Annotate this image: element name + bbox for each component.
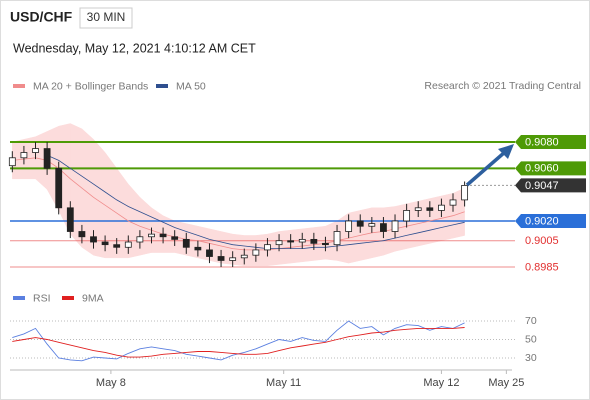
legend-swatch: [156, 84, 168, 88]
candle-body: [333, 231, 341, 246]
level-label: 0.9080: [525, 136, 559, 148]
candle-body: [206, 249, 213, 257]
legend-swatch: [13, 84, 25, 88]
indicator-line: [12, 327, 465, 358]
legend-label: MA 20 + Bollinger Bands: [33, 80, 148, 92]
symbol: USD/CHF: [10, 9, 73, 25]
trend-arrow: [465, 150, 507, 187]
y-tick-label: 30: [525, 352, 537, 364]
candle-body: [124, 241, 132, 248]
candle-body: [78, 231, 86, 238]
level-label: 0.9005: [525, 235, 559, 247]
interval-box: [79, 7, 133, 29]
candle-body: [403, 210, 411, 222]
arrow-head: [498, 144, 514, 159]
legend-swatch: [13, 296, 25, 300]
level-tag: [515, 178, 586, 193]
candle-body: [32, 148, 39, 153]
candle-body: [171, 236, 179, 240]
candle-body: [426, 207, 434, 211]
candle-body: [356, 220, 364, 227]
level-tag: [515, 134, 586, 149]
candle-body: [322, 242, 329, 246]
x-tick-label: May 8: [96, 377, 126, 389]
candle-body: [8, 157, 16, 167]
candle-body: [391, 220, 399, 232]
y-tick-label: 70: [525, 315, 537, 327]
candle-body: [229, 257, 237, 261]
candle-body: [217, 256, 225, 261]
candle-body: [368, 223, 376, 227]
x-tick-label: May 12: [423, 377, 459, 389]
level-tag: [515, 213, 586, 228]
source: Research © 2021 Trading Central: [424, 80, 581, 92]
candle-body: [194, 246, 202, 251]
candle-body: [66, 207, 74, 232]
candle-body: [438, 204, 445, 211]
level-label: 0.9020: [525, 215, 559, 227]
level-label: 0.9047: [525, 180, 559, 192]
candle-body: [136, 236, 144, 243]
candle-body: [310, 238, 318, 244]
candle-body: [148, 233, 155, 238]
candle-body: [287, 240, 295, 243]
legend-label: RSI: [33, 292, 51, 304]
legend-swatch: [62, 296, 74, 300]
candle-body: [252, 249, 260, 256]
candle-body: [55, 167, 63, 209]
level-label: 0.9060: [525, 163, 559, 175]
candle-body: [298, 238, 306, 243]
candle-body: [380, 223, 387, 232]
candle-body: [264, 244, 271, 251]
candle-body: [345, 220, 353, 232]
bollinger-band: [151, 207, 164, 253]
candle-body: [113, 244, 121, 248]
candle-body: [90, 236, 97, 243]
candle-body: [461, 185, 469, 201]
candle-body: [414, 207, 422, 211]
candle-body: [20, 152, 28, 159]
bollinger-band: [139, 196, 152, 256]
level-tag: [515, 161, 586, 176]
candle-body: [159, 233, 167, 238]
candle-body: [240, 254, 248, 259]
candle-body: [43, 148, 51, 169]
ma-line: [12, 157, 465, 251]
x-tick-label: May 25: [488, 377, 524, 389]
candle-body: [449, 199, 457, 206]
plot: 0.9080 0.9060 0.9047 0.9020 0.9005 0.8985 May …: [8, 80, 586, 389]
y-tick-label: 50: [525, 333, 537, 345]
interval: 30 MIN: [87, 10, 126, 24]
x-tick-label: May 11: [266, 377, 301, 389]
candle-body: [182, 238, 190, 248]
candle-body: [275, 240, 283, 246]
datetime: Wednesday, May 12, 2021 4:10:12 AM CET: [13, 41, 256, 55]
legend-label: 9MA: [82, 292, 104, 304]
candle-body: [101, 241, 109, 246]
legend-label: MA 50: [176, 80, 206, 92]
level-label: 0.8985: [525, 261, 559, 273]
